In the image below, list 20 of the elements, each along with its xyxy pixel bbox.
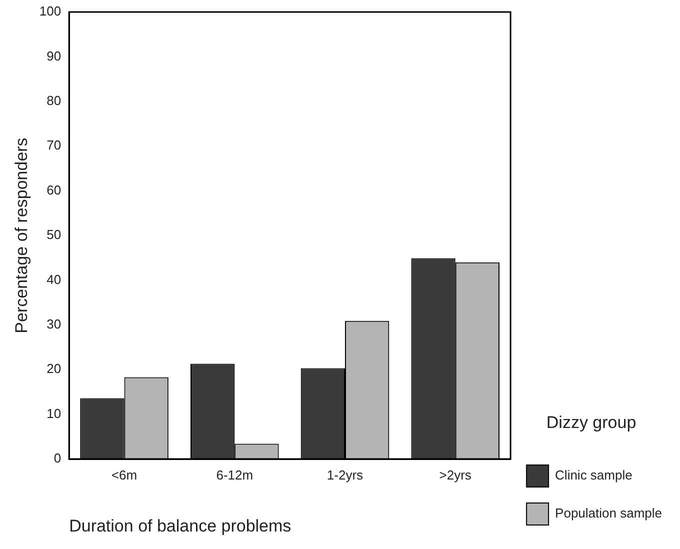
x-tick-label: 6-12m xyxy=(216,467,254,482)
x-tick-label: >2yrs xyxy=(439,467,472,482)
y-axis-title: Percentage of responders xyxy=(12,138,31,334)
y-tick-label: 40 xyxy=(46,272,62,287)
y-tick-label: 60 xyxy=(46,182,62,198)
legend-label: Population sample xyxy=(555,506,662,521)
x-tick-label: 1-2yrs xyxy=(326,467,364,482)
y-tick-label: 30 xyxy=(46,316,62,332)
y-tick-label: 100 xyxy=(39,4,62,19)
x-axis-title: Duration of balance problems xyxy=(69,516,292,536)
y-tick-label: 80 xyxy=(46,92,62,108)
x-tick-label: <6m xyxy=(111,467,138,482)
y-tick-label: 50 xyxy=(46,227,62,242)
y-tick-label: 0 xyxy=(54,450,62,466)
legend-title: Dizzy group xyxy=(546,412,636,432)
y-tick-label: 90 xyxy=(46,48,62,64)
y-tick-label: 20 xyxy=(46,361,62,376)
legend-label: Clinic sample xyxy=(555,468,632,483)
y-tick-label: 70 xyxy=(46,138,62,153)
y-tick-label: 10 xyxy=(46,406,62,421)
